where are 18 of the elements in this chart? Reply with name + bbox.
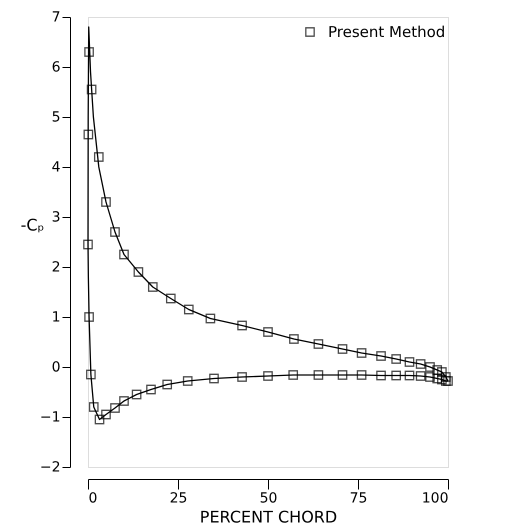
x-tick-label: 0 [88,490,98,506]
y-tick-label: 0 [52,360,60,376]
y-tick-label: 2 [52,260,60,276]
x-tick-label: 75 [350,490,368,506]
legend-label: Present Method [328,23,446,41]
y-tick-label: 6 [52,60,61,76]
y-tick-label: 3 [52,210,60,226]
x-axis-title: PERCENT CHORD [200,508,338,526]
y-tick-label: −1 [40,410,60,426]
y-tick-label: 4 [52,160,61,176]
y-axis-title: -Cₚ [20,216,44,234]
x-tick-label: 100 [422,490,448,506]
x-tick-label: 50 [260,490,278,506]
y-tick-label: 5 [52,110,60,126]
y-tick-label: 1 [52,310,60,326]
y-tick-label: −2 [40,460,60,476]
x-tick-label: 25 [170,490,188,506]
y-tick-label: 7 [52,10,60,26]
